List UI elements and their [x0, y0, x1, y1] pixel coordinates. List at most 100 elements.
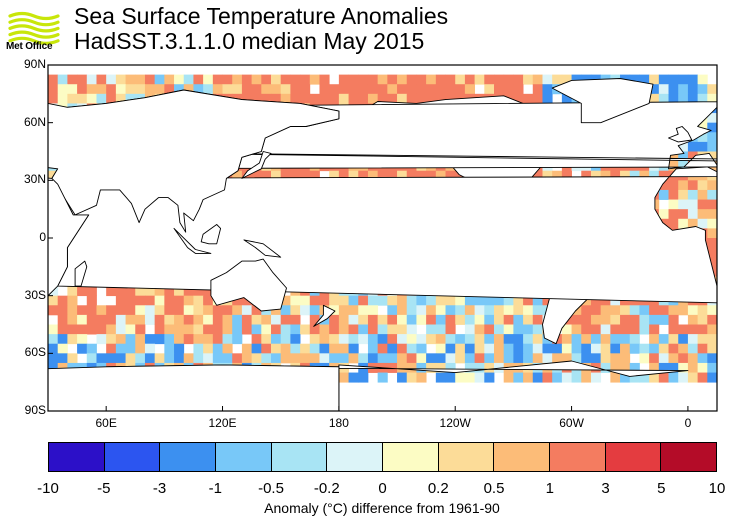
anomaly-grid-cell [125, 74, 136, 85]
anomaly-grid-cell [426, 74, 437, 85]
anomaly-grid-cell [338, 372, 349, 383]
anomaly-grid-cell [474, 74, 485, 85]
anomaly-grid-cell [416, 343, 427, 354]
anomaly-grid-cell [174, 305, 185, 316]
met-office-logo-icon [8, 11, 60, 45]
anomaly-grid-cell [532, 170, 543, 181]
anomaly-grid-cell [697, 334, 708, 345]
anomaly-grid-cell [455, 170, 466, 181]
anomaly-grid-cell [561, 170, 572, 181]
anomaly-grid-cell [455, 295, 466, 306]
anomaly-grid-cell [668, 209, 679, 220]
anomaly-grid-cell [678, 218, 689, 229]
anomaly-grid-cell [280, 334, 291, 345]
anomaly-grid-cell [484, 84, 495, 95]
colorbar-tick-label: 5 [657, 480, 666, 497]
anomaly-grid-cell [203, 334, 214, 345]
anomaly-grid-cell [261, 74, 272, 85]
anomaly-grid-cell [464, 295, 476, 306]
anomaly-grid-cell [358, 334, 369, 345]
anomaly-grid-cell [687, 151, 699, 162]
anomaly-grid-cell [464, 343, 476, 354]
anomaly-grid-cell [668, 353, 679, 364]
anomaly-grid-cell [464, 362, 476, 373]
anomaly-grid-cell [397, 74, 408, 85]
anomaly-grid-cell [135, 314, 146, 325]
anomaly-grid-cell [620, 324, 631, 335]
anomaly-grid-cell [86, 74, 97, 85]
anomaly-grid-cell [300, 353, 311, 364]
anomaly-grid-cell [290, 170, 301, 181]
anomaly-grid-cell [668, 180, 679, 191]
anomaly-grid-cell [416, 305, 427, 316]
anomaly-grid-cell [658, 372, 669, 383]
anomaly-grid-cell [416, 362, 427, 373]
anomaly-grid-cell [435, 84, 446, 95]
anomaly-grid-cell [484, 314, 495, 325]
anomaly-grid-cell [503, 84, 514, 95]
anomaly-grid-cell [377, 372, 388, 383]
anomaly-grid-cell [329, 334, 340, 345]
latitude-label: 90S [24, 403, 46, 417]
anomaly-grid-cell [513, 84, 524, 95]
anomaly-grid-cell [620, 372, 631, 383]
anomaly-grid-cell [426, 362, 437, 373]
anomaly-grid-cell [338, 314, 349, 325]
anomaly-grid-cell [503, 353, 514, 364]
anomaly-grid-cell [222, 343, 233, 354]
anomaly-grid-cell [397, 334, 408, 345]
anomaly-grid-cell [309, 353, 320, 364]
anomaly-grid-cell [377, 170, 388, 181]
anomaly-grid-cell [329, 170, 340, 181]
anomaly-grid-cell [367, 324, 379, 335]
anomaly-grid-cell [707, 257, 717, 268]
anomaly-grid-cell [154, 84, 165, 95]
anomaly-grid-cell [561, 353, 572, 364]
anomaly-grid-cell [416, 372, 427, 383]
colorbar-tick-label: 0.5 [483, 480, 505, 497]
anomaly-grid-cell [271, 93, 282, 104]
anomaly-grid-cell [290, 353, 301, 364]
anomaly-grid-cell [309, 170, 320, 181]
anomaly-grid-cell [164, 314, 175, 325]
anomaly-grid-cell [115, 314, 126, 325]
anomaly-grid-cell [77, 84, 88, 95]
continent-eurasia-west-part [48, 89, 340, 233]
anomaly-grid-cell [232, 74, 243, 85]
anomaly-grid-cell [67, 305, 78, 316]
anomaly-grid-cell [115, 295, 126, 306]
anomaly-grid-cell [144, 334, 156, 345]
anomaly-grid-cell [494, 84, 505, 95]
anomaly-grid-cell [678, 343, 689, 354]
anomaly-grid-cell [581, 372, 592, 383]
anomaly-grid-cell [144, 295, 156, 306]
anomaly-grid-cell [494, 324, 505, 335]
anomaly-grid-cell [48, 84, 59, 95]
anomaly-grid-cell [687, 141, 699, 152]
anomaly-grid-cell [377, 93, 388, 104]
anomaly-grid-cell [183, 334, 194, 345]
anomaly-grid-cell [329, 353, 340, 364]
colorbar-tick-label: -0.5 [258, 480, 284, 497]
anomaly-grid-cell [494, 295, 505, 306]
anomaly-grid-cell [232, 305, 243, 316]
anomaly-grid-cell [367, 343, 379, 354]
anomaly-grid-cell [232, 324, 243, 335]
anomaly-grid-cell [358, 93, 369, 104]
anomaly-grid-cell [406, 343, 417, 354]
anomaly-grid-cell [377, 74, 388, 85]
anomaly-grid-cell [203, 305, 214, 316]
anomaly-grid-cell [503, 372, 514, 383]
anomaly-grid-cell [678, 305, 689, 316]
anomaly-grid-cell [67, 324, 78, 335]
anomaly-grid-cell [581, 170, 592, 181]
anomaly-grid-cell [67, 334, 78, 345]
anomaly-grid-cell [435, 362, 446, 373]
anomaly-grid-cell [232, 295, 243, 306]
anomaly-grid-cell [193, 295, 204, 306]
anomaly-grid-cell [600, 353, 611, 364]
anomaly-grid-cell [435, 305, 446, 316]
anomaly-grid-cell [203, 74, 214, 85]
anomaly-grid-cell [610, 314, 621, 325]
anomaly-grid-cell [212, 314, 223, 325]
